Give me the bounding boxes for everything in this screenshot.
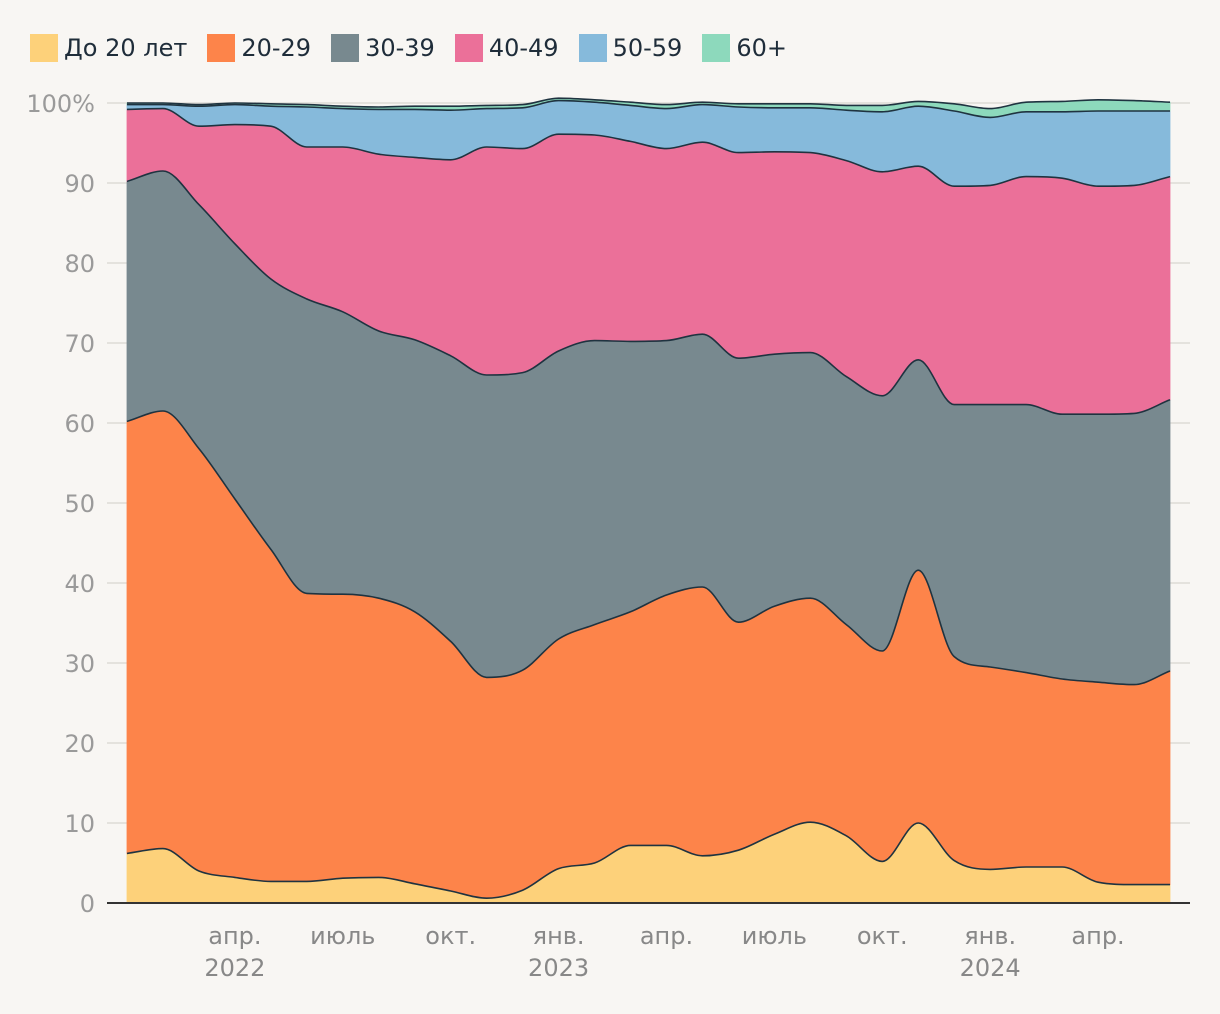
x-tick-label: апр. — [1071, 922, 1124, 950]
legend-item: 60+ — [702, 34, 787, 62]
y-tick-label: 70 — [64, 330, 95, 358]
legend-label: До 20 лет — [64, 34, 188, 62]
line-20-29 — [126, 410, 1171, 686]
line-30-39 — [126, 170, 1171, 416]
y-tick-label: 80 — [64, 250, 95, 278]
axes: 0 10 20 30 40 50 60 70 80 90 100% апр. 2022 июль окт. я… — [26, 90, 1190, 982]
line-40-49 — [126, 107, 1171, 188]
y-tick-label: 100% — [26, 90, 95, 118]
y-tick-label: 20 — [64, 730, 95, 758]
legend-item: 20-29 — [207, 34, 311, 62]
legend-swatch — [331, 34, 360, 62]
y-tick-label: 60 — [64, 410, 95, 438]
x-tick-year: 2023 — [528, 954, 589, 982]
legend-label: 30-39 — [365, 34, 435, 62]
x-tick-label: окт. — [425, 922, 476, 950]
x-tick-label: июль — [742, 922, 807, 950]
x-tick-label: янв. — [533, 922, 585, 950]
legend-item: 50-59 — [578, 34, 683, 62]
legend-item: 40-49 — [454, 34, 559, 62]
legend-swatch — [454, 34, 483, 62]
legend-label: 60+ — [736, 34, 787, 62]
plot-lines — [126, 97, 1171, 900]
line-50-59 — [127, 99, 1170, 119]
y-tick-label: 40 — [64, 570, 95, 598]
legend-swatch — [702, 34, 731, 62]
legend-swatch — [30, 34, 58, 62]
legend-item: 30-39 — [331, 34, 435, 62]
y-tick-label: 30 — [64, 650, 95, 678]
legend-label: 20-29 — [241, 34, 312, 62]
x-tick-label: апр. — [640, 922, 693, 950]
x-tick-year: 2024 — [960, 954, 1021, 982]
legend-label: 50-59 — [612, 34, 683, 62]
line-20 — [126, 821, 1170, 900]
legend-item: До 20 лет — [30, 34, 187, 62]
y-tick-label: 10 — [64, 810, 95, 838]
legend-label: 40-49 — [488, 34, 559, 62]
x-tick-label: окт. — [857, 922, 908, 950]
x-tick-label: июль — [310, 922, 375, 950]
y-tick-label: 50 — [64, 490, 95, 518]
x-tick-label: апр. — [208, 922, 261, 950]
x-tick-year: 2022 — [204, 954, 265, 982]
line-60 — [127, 97, 1171, 110]
y-tick-label: 0 — [80, 890, 95, 918]
plot-areas — [126, 97, 1171, 904]
legend: До 20 лет 20-29 30-39 40-49 50-59 60+ — [30, 30, 807, 66]
x-tick-label: янв. — [964, 922, 1016, 950]
y-tick-label: 90 — [64, 170, 95, 198]
legend-swatch — [207, 34, 236, 62]
legend-swatch — [578, 34, 607, 62]
